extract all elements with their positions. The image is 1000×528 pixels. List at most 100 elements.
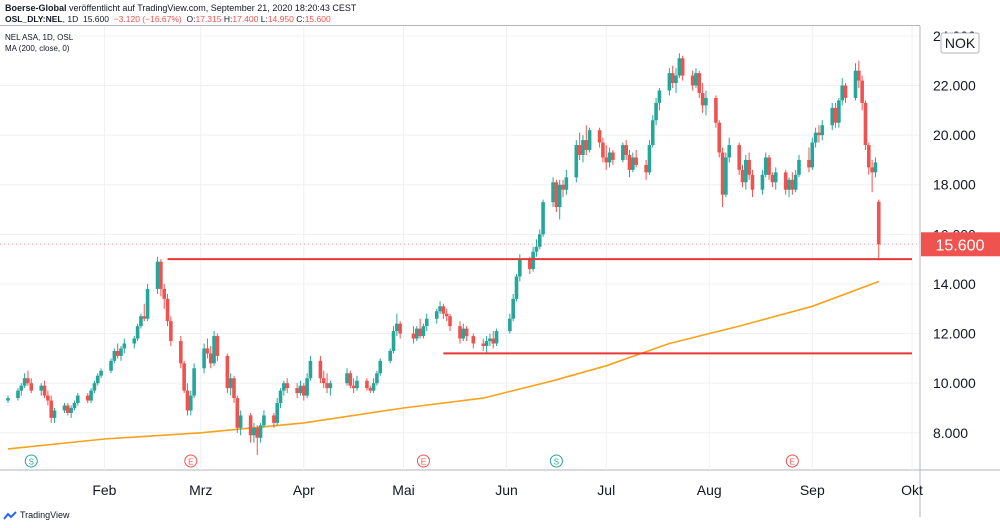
- publish-info: Boerse-Global veröffentlicht auf Trading…: [5, 3, 356, 14]
- candle-body: [115, 350, 120, 356]
- split-marker: S: [549, 454, 563, 468]
- legend-title: NEL ASA, 1D, OSL: [5, 33, 74, 42]
- candle-body: [89, 390, 93, 401]
- candle-body: [99, 370, 103, 376]
- candle-body: [601, 142, 605, 158]
- symbol-info-bar: OSL_DLY:NEL, 1D 15.600 −3.120 (−16.67%) …: [5, 14, 331, 24]
- candle-body: [182, 363, 186, 391]
- earnings-marker: E: [416, 454, 430, 468]
- candle-body: [494, 331, 499, 344]
- candle-body: [395, 323, 399, 332]
- candle-body: [554, 182, 559, 208]
- x-tick-label: Mrz: [189, 482, 212, 498]
- candle-body: [611, 152, 615, 160]
- candle-body: [122, 343, 127, 349]
- candle-body: [248, 415, 253, 436]
- close-label: C:: [296, 14, 305, 24]
- currency-label: NOK: [945, 35, 976, 51]
- open-value: 17.315: [195, 14, 222, 24]
- candle-body: [22, 378, 27, 386]
- candle-body: [351, 385, 356, 389]
- y-tick-label: 18.000: [933, 177, 976, 193]
- last-price-badge-label: 15.600: [936, 237, 985, 254]
- candle-body: [139, 316, 143, 327]
- candle-body: [95, 375, 100, 384]
- chart-frame: [0, 25, 920, 518]
- candle-body: [49, 400, 54, 418]
- candle-body: [587, 130, 592, 151]
- candle-body: [697, 73, 702, 93]
- candle-body: [607, 152, 612, 163]
- candle-body: [411, 333, 416, 339]
- candle-body: [441, 306, 446, 314]
- candle-body: [39, 385, 44, 391]
- candle-body: [577, 145, 582, 155]
- candle-body: [275, 403, 280, 423]
- candle-body: [112, 350, 117, 361]
- candle-body: [833, 107, 838, 123]
- candle-body: [720, 152, 725, 195]
- candle-body: [169, 321, 173, 342]
- candle-body: [325, 383, 329, 389]
- candle-body: [26, 378, 30, 384]
- candle-body: [62, 405, 67, 411]
- chart-legend: NEL ASA, 1D, OSL MA (200, close, 0): [5, 32, 73, 54]
- candle-body: [188, 395, 193, 411]
- candle-body: [714, 97, 718, 123]
- y-tick-label: 14.000: [933, 276, 976, 292]
- event-marker-label: S: [554, 458, 559, 467]
- candle-body: [132, 338, 137, 344]
- candle-body: [155, 261, 160, 289]
- earnings-marker: E: [184, 454, 198, 468]
- y-tick-label: 12.000: [933, 326, 976, 342]
- candle-body: [92, 383, 97, 391]
- candle-body: [348, 373, 353, 386]
- candle-body: [674, 75, 678, 84]
- candle-body: [700, 92, 705, 106]
- candle-body: [670, 73, 675, 84]
- candle-body: [75, 395, 80, 404]
- candle-body: [42, 385, 47, 396]
- candle-body: [531, 251, 535, 270]
- candle-body: [318, 360, 323, 379]
- candle-body: [365, 380, 369, 389]
- interval-label: 1D: [67, 14, 79, 24]
- candle-body: [298, 385, 303, 394]
- candle-body: [604, 157, 609, 163]
- x-tick-label: Jun: [495, 482, 518, 498]
- candle-body: [647, 145, 652, 173]
- candle-body: [727, 145, 732, 158]
- candle-body: [813, 132, 818, 143]
- candle-body: [810, 142, 815, 168]
- candle-body: [66, 405, 70, 413]
- candle-body: [747, 159, 751, 175]
- candle-body: [285, 383, 289, 389]
- candle-body: [375, 373, 379, 384]
- candle-body: [295, 388, 299, 394]
- x-tick-label: Aug: [697, 482, 722, 498]
- event-marker-label: E: [188, 458, 193, 467]
- candle-body: [863, 102, 868, 146]
- footer-brand: TradingView: [20, 510, 70, 520]
- event-marker-label: E: [790, 458, 795, 467]
- candle-body: [817, 132, 821, 136]
- candle-body: [438, 306, 442, 312]
- candle-body: [85, 395, 90, 401]
- currency-badge-box: [940, 32, 980, 54]
- candle-body: [790, 179, 795, 190]
- candle-body: [773, 172, 778, 183]
- candle-body: [69, 407, 73, 413]
- candle-body: [793, 174, 798, 190]
- candle-body: [541, 202, 545, 235]
- candle-body: [694, 73, 698, 86]
- last-price-badge-box: [921, 232, 1000, 257]
- candle-body: [624, 145, 628, 155]
- candle-body: [225, 355, 230, 389]
- candle-body: [843, 85, 848, 98]
- candle-body: [424, 318, 429, 327]
- candle-body: [724, 157, 728, 195]
- candle-body: [418, 328, 422, 337]
- candle-body: [16, 390, 20, 399]
- low-value: 14.950: [267, 14, 294, 24]
